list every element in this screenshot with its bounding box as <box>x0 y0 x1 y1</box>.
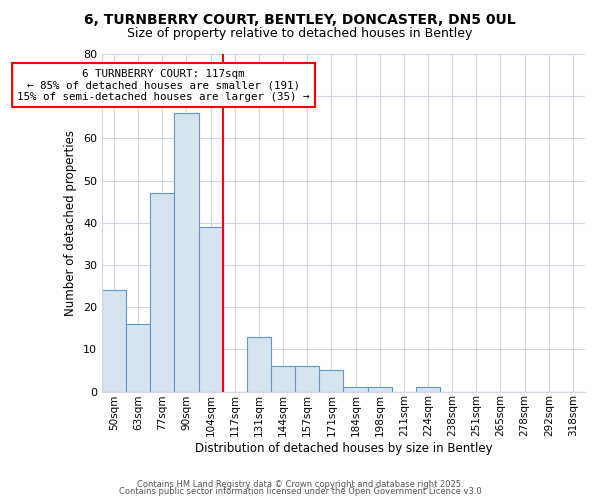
Text: 6 TURNBERRY COURT: 117sqm
← 85% of detached houses are smaller (191)
15% of semi: 6 TURNBERRY COURT: 117sqm ← 85% of detac… <box>17 69 310 102</box>
Bar <box>271 366 295 392</box>
Text: Size of property relative to detached houses in Bentley: Size of property relative to detached ho… <box>127 28 473 40</box>
Bar <box>199 227 223 392</box>
Bar <box>368 388 392 392</box>
Text: 6, TURNBERRY COURT, BENTLEY, DONCASTER, DN5 0UL: 6, TURNBERRY COURT, BENTLEY, DONCASTER, … <box>84 12 516 26</box>
Bar <box>175 113 199 392</box>
Bar <box>343 388 368 392</box>
Bar <box>150 193 175 392</box>
Bar <box>295 366 319 392</box>
Bar <box>319 370 343 392</box>
Text: Contains HM Land Registry data © Crown copyright and database right 2025.: Contains HM Land Registry data © Crown c… <box>137 480 463 489</box>
Bar <box>126 324 150 392</box>
X-axis label: Distribution of detached houses by size in Bentley: Distribution of detached houses by size … <box>194 442 492 455</box>
Bar <box>247 336 271 392</box>
Y-axis label: Number of detached properties: Number of detached properties <box>64 130 77 316</box>
Text: Contains public sector information licensed under the Open Government Licence v3: Contains public sector information licen… <box>119 488 481 496</box>
Bar <box>416 388 440 392</box>
Bar <box>102 290 126 392</box>
